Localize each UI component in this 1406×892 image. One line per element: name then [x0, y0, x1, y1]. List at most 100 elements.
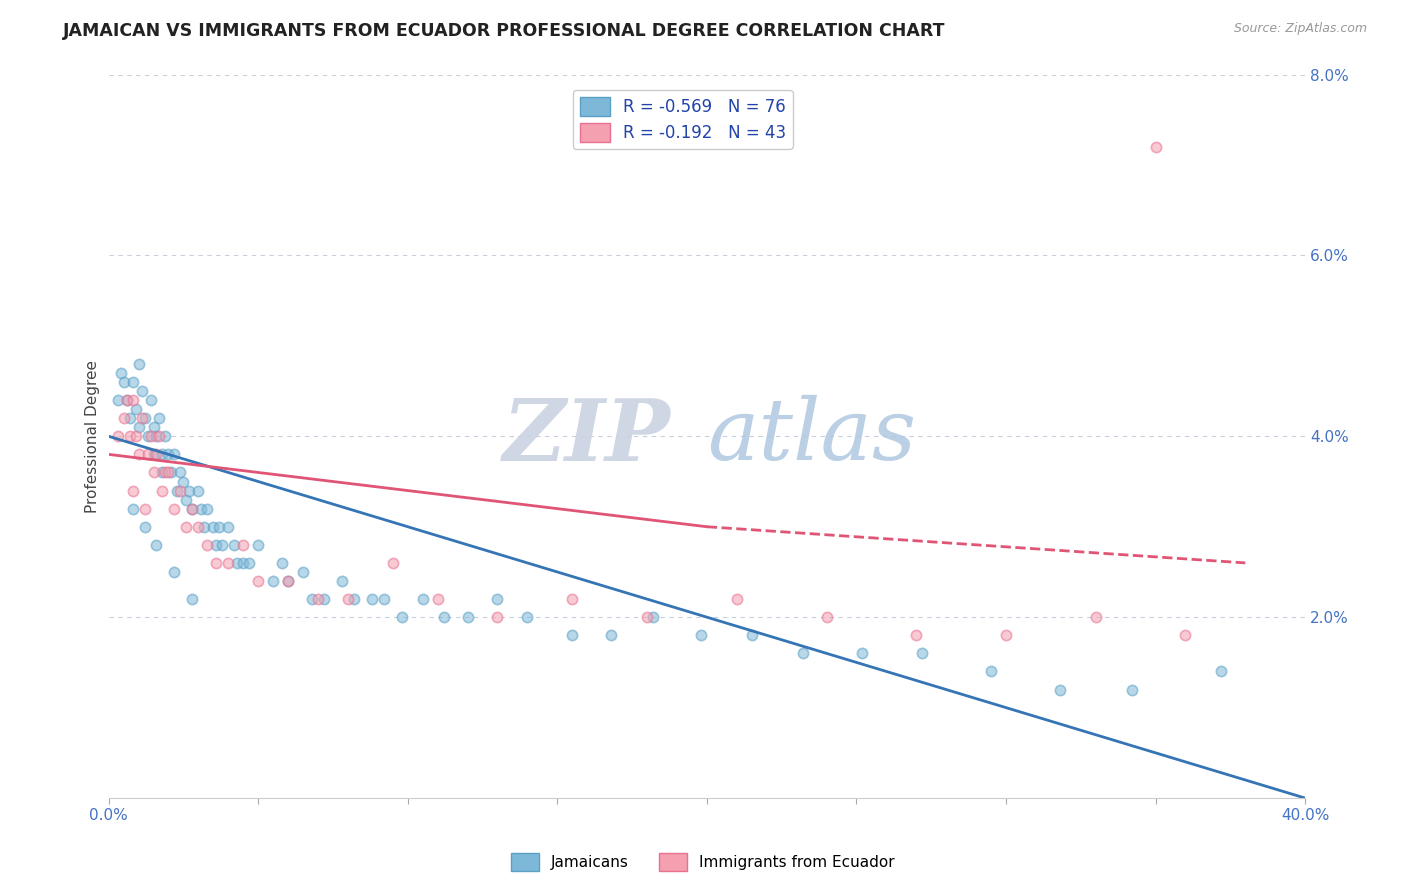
Point [128, 357, 150, 371]
Point [118, 429, 141, 443]
Point [157, 447, 180, 461]
Point [312, 592, 335, 607]
Point [247, 574, 270, 588]
Point [433, 610, 456, 624]
Point [169, 483, 191, 498]
Point [217, 520, 239, 534]
Point [911, 646, 934, 660]
Point [412, 592, 434, 607]
Point [157, 466, 180, 480]
Point [1049, 682, 1071, 697]
Point [980, 665, 1002, 679]
Point [217, 556, 239, 570]
Legend: Jamaicans, Immigrants from Ecuador: Jamaicans, Immigrants from Ecuador [505, 847, 901, 877]
Point [1174, 628, 1197, 642]
Point [134, 520, 156, 534]
Point [486, 610, 509, 624]
Point [486, 592, 509, 607]
Point [208, 520, 231, 534]
Point [128, 420, 150, 434]
Point [600, 628, 623, 642]
Point [238, 556, 260, 570]
Point [121, 375, 143, 389]
Point [271, 556, 294, 570]
Text: atlas: atlas [707, 395, 915, 477]
Point [792, 646, 814, 660]
Point [689, 628, 711, 642]
Point [142, 447, 165, 461]
Point [815, 610, 838, 624]
Point [1211, 665, 1233, 679]
Point [176, 492, 198, 507]
Point [1144, 140, 1167, 154]
Point [118, 411, 141, 425]
Point [205, 538, 228, 552]
Point [163, 501, 186, 516]
Point [134, 411, 156, 425]
Point [262, 574, 284, 588]
Point [139, 429, 162, 443]
Point [187, 483, 209, 498]
Point [277, 574, 299, 588]
Point [115, 393, 138, 408]
Point [121, 393, 143, 408]
Point [232, 556, 254, 570]
Point [226, 556, 249, 570]
Point [994, 628, 1017, 642]
Point [110, 366, 132, 380]
Point [195, 501, 218, 516]
Point [561, 592, 583, 607]
Point [224, 538, 246, 552]
Text: Source: ZipAtlas.com: Source: ZipAtlas.com [1233, 22, 1367, 36]
Point [112, 375, 135, 389]
Point [195, 538, 218, 552]
Point [142, 420, 165, 434]
Point [181, 501, 204, 516]
Point [136, 429, 159, 443]
Point [190, 501, 212, 516]
Point [131, 411, 153, 425]
Point [187, 520, 209, 534]
Point [905, 628, 928, 642]
Point [136, 447, 159, 461]
Text: JAMAICAN VS IMMIGRANTS FROM ECUADOR PROFESSIONAL DEGREE CORRELATION CHART: JAMAICAN VS IMMIGRANTS FROM ECUADOR PROF… [63, 22, 946, 40]
Point [202, 520, 225, 534]
Point [193, 520, 215, 534]
Point [307, 592, 329, 607]
Point [166, 483, 188, 498]
Point [211, 538, 233, 552]
Point [128, 447, 150, 461]
Point [115, 393, 138, 408]
Point [426, 592, 449, 607]
Point [145, 447, 167, 461]
Point [107, 429, 129, 443]
Point [741, 628, 763, 642]
Point [152, 447, 174, 461]
Point [725, 592, 748, 607]
Point [561, 628, 583, 642]
Point [124, 402, 146, 417]
Point [124, 429, 146, 443]
Point [247, 538, 270, 552]
Point [163, 447, 186, 461]
Point [172, 475, 194, 489]
Point [330, 574, 353, 588]
Point [155, 466, 177, 480]
Point [131, 384, 153, 398]
Point [142, 466, 165, 480]
Point [121, 501, 143, 516]
Text: ZIP: ZIP [503, 394, 671, 478]
Point [391, 610, 413, 624]
Legend: R = -0.569   N = 76, R = -0.192   N = 43: R = -0.569 N = 76, R = -0.192 N = 43 [574, 90, 793, 149]
Point [373, 592, 395, 607]
Point [516, 610, 538, 624]
Point [360, 592, 382, 607]
Point [301, 592, 323, 607]
Point [181, 592, 204, 607]
Point [343, 592, 366, 607]
Point [232, 538, 254, 552]
Point [121, 483, 143, 498]
Point [155, 429, 177, 443]
Point [134, 501, 156, 516]
Point [292, 565, 315, 579]
